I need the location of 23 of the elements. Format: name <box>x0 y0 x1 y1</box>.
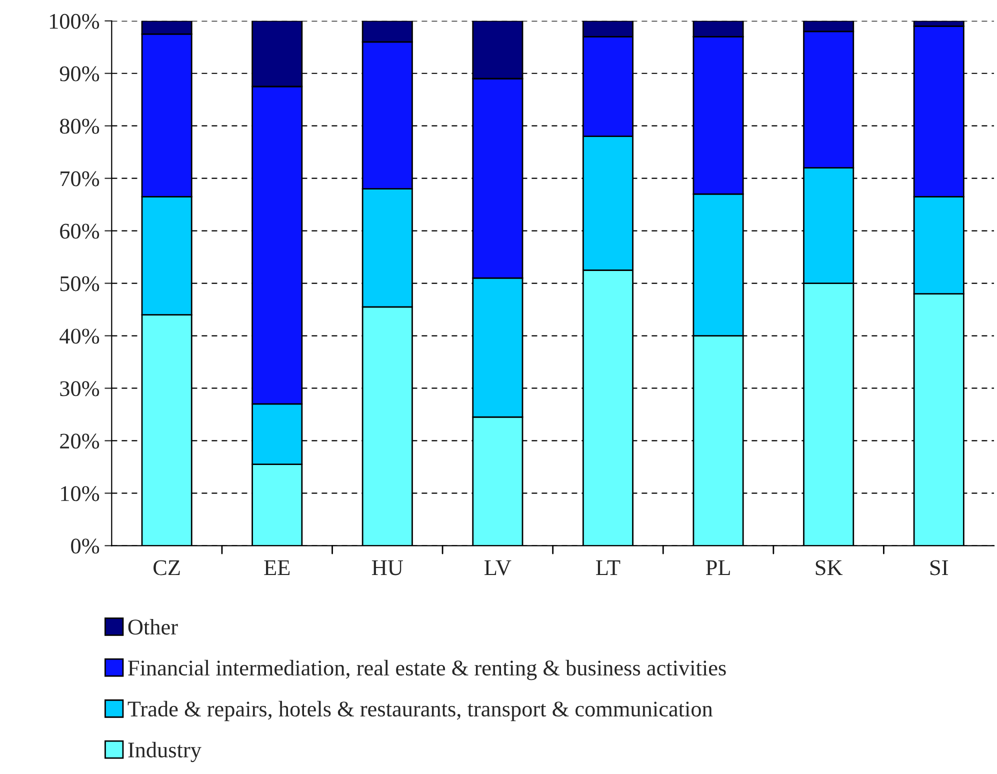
y-tick-label: 80% <box>60 118 100 134</box>
y-tick-label: 50% <box>60 276 100 292</box>
x-tick-label: SI <box>930 560 948 576</box>
y-tick-label: 20% <box>60 434 100 449</box>
x-tick-label: PL <box>706 560 730 575</box>
y-tick-label: 0% <box>71 538 100 554</box>
x-tick-label: HU <box>372 560 403 576</box>
legend-label: Trade & repairs, hotels & restaurants, transport & communication <box>128 700 713 722</box>
x-tick-label: LV <box>484 560 512 576</box>
y-tick-label: 70% <box>60 171 100 186</box>
x-tick-label: EE <box>264 560 290 575</box>
y-tick-label: 90% <box>60 66 100 82</box>
legend-label: Other <box>128 618 178 635</box>
legend-label: Industry <box>128 742 202 762</box>
y-tick-label: 40% <box>60 328 100 344</box>
y-tick-label: 10% <box>61 486 100 502</box>
x-tick-label: CZ <box>154 560 180 576</box>
y-tick-label: 60% <box>60 224 100 239</box>
legend-label: Financial intermediation, real estate & renting & business activities <box>128 660 726 680</box>
y-tick-label: 30% <box>60 381 100 396</box>
x-tick-label: SK <box>816 560 843 576</box>
y-tick-label: 100% <box>50 14 100 29</box>
x-tick-label: LT <box>596 560 620 575</box>
